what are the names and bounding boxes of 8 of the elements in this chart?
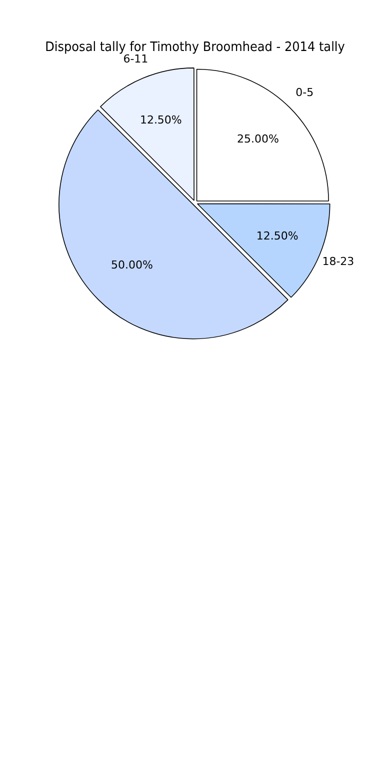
data-label: 50.00% bbox=[111, 258, 153, 272]
data-label: 25.00% bbox=[237, 132, 279, 146]
data-label: 12.50% bbox=[140, 113, 182, 126]
slice-label: 18-23 bbox=[322, 254, 354, 268]
slice-label: 6-11 bbox=[123, 52, 148, 66]
chart-title: Disposal tally for Timothy Broomhead - 2014 tally bbox=[45, 38, 346, 54]
data-label: 12.50% bbox=[256, 230, 298, 243]
slice-label: 0-5 bbox=[296, 86, 314, 100]
